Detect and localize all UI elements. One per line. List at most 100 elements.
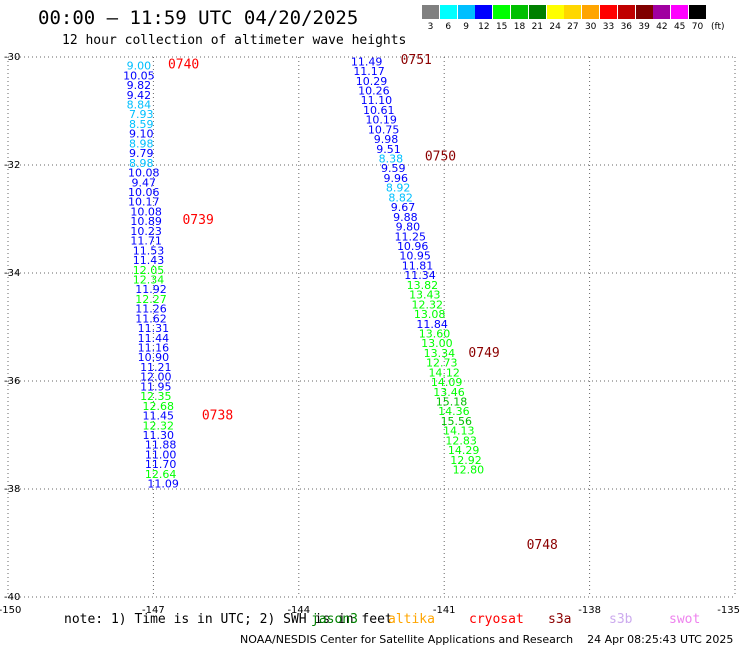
wave-height-label: 10.19 xyxy=(365,114,397,127)
wave-height-label: 11.81 xyxy=(402,259,434,272)
color-scale-label: 9 xyxy=(463,22,469,32)
pass-time-label: 0738 xyxy=(202,408,233,423)
wave-height-label: 10.96 xyxy=(397,240,429,253)
wave-height-label: 12.05 xyxy=(133,264,165,277)
wave-height-label: 10.89 xyxy=(130,215,162,228)
wave-height-label: 9.80 xyxy=(396,221,421,234)
color-scale-label: 33 xyxy=(602,22,615,32)
wave-height-label: 8.92 xyxy=(386,182,411,195)
color-scale-swatch xyxy=(564,5,582,19)
wave-height-label: 9.42 xyxy=(127,89,152,102)
wave-height-label: 12.92 xyxy=(450,454,482,467)
satellite-legend-item: cryosat xyxy=(469,612,524,627)
color-scale-label: 3 xyxy=(427,22,434,32)
pass-time-label: 0739 xyxy=(182,213,213,228)
wave-height-label: 11.16 xyxy=(138,342,170,355)
x-tick-label: -150 xyxy=(0,605,21,616)
wave-height-label: 10.06 xyxy=(128,186,160,199)
color-scale-label: 15 xyxy=(495,22,508,32)
wave-height-label: 10.05 xyxy=(123,69,155,82)
color-scale-swatch xyxy=(582,5,600,19)
wave-height-label: 13.34 xyxy=(424,347,456,360)
y-tick-label: -36 xyxy=(4,376,20,387)
x-tick-label: -147 xyxy=(142,605,165,616)
wave-height-label: 10.29 xyxy=(356,75,388,88)
wave-height-label: 10.23 xyxy=(130,225,162,238)
color-scale-label: 45 xyxy=(673,22,686,32)
wave-height-label: 11.31 xyxy=(138,322,170,335)
wave-height-label: 14.12 xyxy=(428,366,460,379)
wave-height-label: 12.80 xyxy=(453,464,485,477)
wave-height-label: 14.29 xyxy=(448,444,480,457)
wave-height-label: 11.44 xyxy=(138,332,170,345)
wave-height-label: 12.34 xyxy=(133,273,165,286)
color-scale-label: 24 xyxy=(549,22,561,32)
wave-height-label: 9.67 xyxy=(391,201,416,214)
wave-height-label: 11.62 xyxy=(135,312,167,325)
color-scale-swatch xyxy=(689,5,706,19)
color-scale-swatch xyxy=(422,5,439,19)
color-scale-label: 21 xyxy=(531,22,544,32)
wave-height-label: 10.90 xyxy=(138,351,170,364)
wave-height-label: 12.83 xyxy=(445,434,477,447)
color-scale-swatch xyxy=(635,5,653,19)
color-scale-label: 12 xyxy=(478,22,490,32)
wave-height-label: 9.98 xyxy=(374,133,399,146)
satellite-legend-item: s3b xyxy=(609,612,633,627)
color-scale-label: 39 xyxy=(638,22,650,32)
pass-time-label: 0750 xyxy=(425,149,456,164)
color-scale-label: 6 xyxy=(445,22,452,32)
y-tick-label: -34 xyxy=(4,268,20,279)
y-tick-label: -30 xyxy=(4,52,20,63)
wave-height-label: 11.43 xyxy=(133,254,165,267)
color-scale-swatch xyxy=(653,5,671,19)
color-scale-swatch xyxy=(493,5,511,19)
color-scale-swatch xyxy=(617,5,635,19)
wave-height-label: 11.25 xyxy=(395,230,427,243)
wave-height-label: 9.96 xyxy=(383,172,408,185)
wave-height-label: 13.82 xyxy=(407,279,439,292)
wave-height-label: 9.59 xyxy=(381,162,406,175)
color-scale-swatch xyxy=(511,5,528,19)
color-scale-unit: (ft) xyxy=(711,22,725,32)
wave-height-label: 11.17 xyxy=(353,65,385,78)
wave-height-label: 12.35 xyxy=(140,390,172,403)
wave-height-label: 12.32 xyxy=(142,419,174,432)
x-tick-label: -138 xyxy=(578,605,601,616)
wave-height-label: 8.38 xyxy=(379,153,404,166)
wave-height-label: 12.73 xyxy=(426,357,458,370)
x-tick-label: -135 xyxy=(717,605,740,616)
wave-height-label: 11.95 xyxy=(140,380,172,393)
wave-height-label: 14.36 xyxy=(438,405,470,418)
wave-height-label: 9.51 xyxy=(376,143,401,156)
wave-height-label: 11.70 xyxy=(145,458,177,471)
satellite-legend-item: jason3 xyxy=(311,612,358,627)
color-scale-swatch xyxy=(439,5,457,19)
wave-height-label: 9.82 xyxy=(127,79,152,92)
y-tick-label: -40 xyxy=(4,592,20,603)
pass-time-label: 0748 xyxy=(527,538,558,553)
wave-height-label: 11.53 xyxy=(133,244,165,257)
pass-time-label: 0740 xyxy=(168,57,199,72)
wave-height-label: 8.59 xyxy=(129,118,154,131)
pass-time-label: 0751 xyxy=(401,53,432,68)
wave-height-label: 11.34 xyxy=(404,269,436,282)
wave-height-label: 9.10 xyxy=(129,128,154,141)
wave-height-label: 11.30 xyxy=(142,429,174,442)
y-tick-label: -38 xyxy=(4,484,20,495)
wave-height-label: 14.13 xyxy=(443,425,475,438)
wave-height-label: 13.60 xyxy=(419,327,451,340)
wave-height-label: 12.64 xyxy=(145,468,177,481)
wave-height-label: 8.84 xyxy=(127,99,152,112)
wave-height-label: 14.09 xyxy=(431,376,463,389)
wave-height-label: 11.21 xyxy=(140,361,172,374)
color-scale-label: 42 xyxy=(656,22,668,32)
wave-height-label: 13.08 xyxy=(414,308,446,321)
color-scale-swatch xyxy=(475,5,493,19)
satellite-legend-item: swot xyxy=(669,612,701,627)
wave-height-label: 15.18 xyxy=(436,396,468,409)
footnote: note: 1) Time is in UTC; 2) SWH is in fe… xyxy=(64,612,393,627)
color-scale-swatch xyxy=(528,5,546,19)
wave-height-label: 8.98 xyxy=(129,157,154,170)
wave-height-label: 13.43 xyxy=(409,289,441,302)
